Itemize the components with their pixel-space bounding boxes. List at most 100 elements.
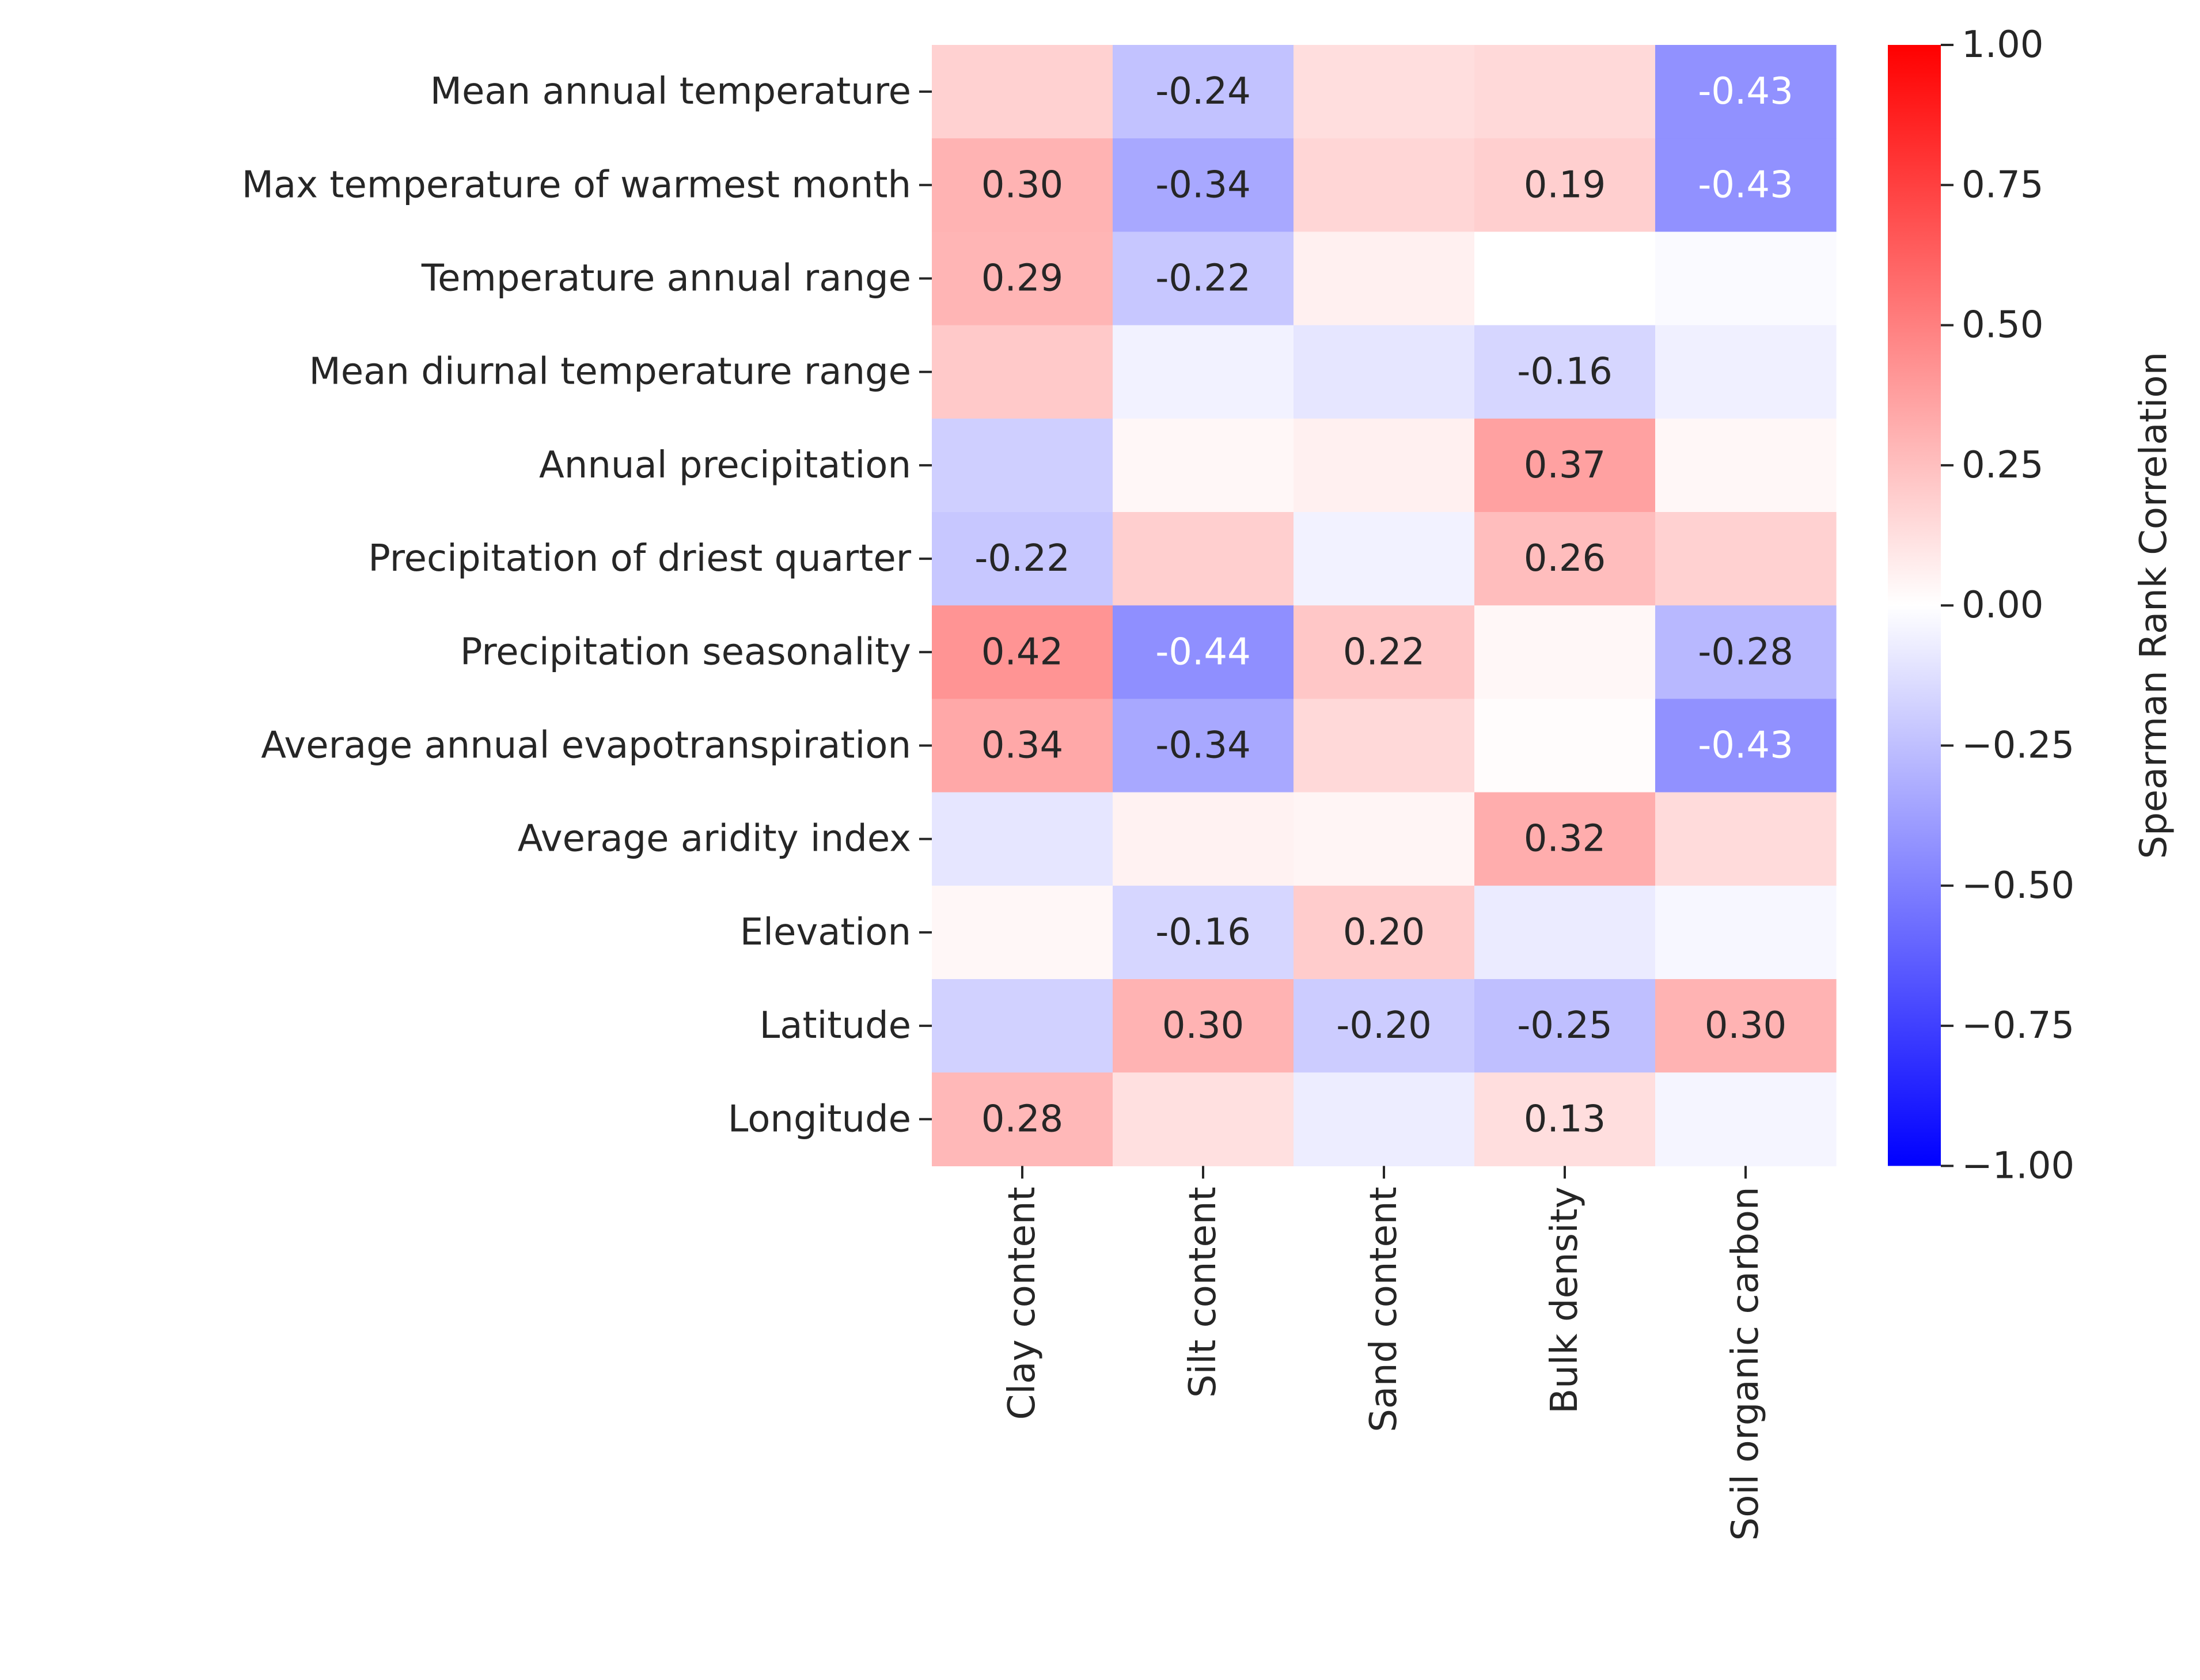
cell-annotation: -0.44 — [1155, 631, 1251, 673]
heatmap-cell — [932, 885, 1113, 980]
heatmap-cell — [1474, 792, 1656, 886]
heatmap-cell — [1294, 232, 1475, 326]
heatmap-cell — [1113, 792, 1294, 886]
cell-annotation: 0.19 — [1524, 164, 1606, 206]
heatmap-cell — [932, 45, 1113, 139]
row-label: Average aridity index — [518, 818, 911, 860]
cell-annotation: 0.37 — [1524, 444, 1606, 487]
heatmap-cells — [932, 45, 1837, 1166]
cell-annotation: -0.34 — [1155, 164, 1251, 206]
heatmap-cell — [1294, 885, 1475, 980]
cell-annotation: -0.22 — [974, 537, 1070, 580]
heatmap-cell — [1474, 45, 1656, 139]
heatmap-cell — [932, 979, 1113, 1073]
heatmap-cell — [1474, 325, 1656, 419]
heatmap-cell — [1655, 325, 1837, 419]
heatmap-cell — [932, 699, 1113, 793]
heatmap-cell — [1294, 1072, 1475, 1166]
heatmap-cell — [1294, 138, 1475, 232]
heatmap-cell — [1113, 605, 1294, 699]
cell-annotation: -0.22 — [1155, 257, 1251, 300]
heatmap-cell — [1294, 699, 1475, 793]
heatmap-cell — [1655, 1072, 1837, 1166]
heatmap-cell — [932, 512, 1113, 606]
heatmap-cell — [932, 792, 1113, 886]
heatmap-cell — [1655, 885, 1837, 980]
heatmap-cell — [1113, 138, 1294, 232]
cell-annotation: -0.16 — [1517, 351, 1613, 393]
heatmap-cell — [1474, 418, 1656, 513]
cell-annotation: -0.24 — [1155, 70, 1251, 113]
column-labels: Clay content Silt content Sand content Bulk… — [1001, 1166, 1767, 1541]
cell-annotation: -0.20 — [1336, 1004, 1432, 1047]
heatmap-cell — [1655, 605, 1837, 699]
heatmap-cell — [1113, 232, 1294, 326]
heatmap-cell — [932, 138, 1113, 232]
heatmap-cell — [1113, 325, 1294, 419]
row-label: Mean annual temperature — [430, 70, 911, 113]
heatmap-cell — [1113, 699, 1294, 793]
heatmap-cell — [1474, 979, 1656, 1073]
heatmap-cell — [1655, 979, 1837, 1073]
heatmap-cell — [1474, 512, 1656, 606]
heatmap-cell — [1474, 1072, 1656, 1166]
colorbar-tick-label: −0.50 — [1962, 864, 2074, 907]
row-label: Latitude — [760, 1004, 911, 1047]
column-label: Clay content — [1001, 1186, 1044, 1420]
heatmap-cell — [1113, 418, 1294, 513]
row-label: Annual precipitation — [539, 444, 911, 487]
row-label: Longitude — [728, 1098, 911, 1140]
colorbar-tick-label: −0.75 — [1962, 1004, 2074, 1047]
cell-annotation: -0.34 — [1155, 725, 1251, 767]
heatmap-cell — [1655, 792, 1837, 886]
heatmap-cell — [1655, 138, 1837, 232]
cell-annotation: 0.13 — [1524, 1098, 1606, 1140]
cell-annotation: 0.42 — [981, 631, 1064, 673]
colorbar-tick-label: 0.50 — [1962, 304, 2044, 347]
heatmap-cell — [1294, 512, 1475, 606]
colorbar-tick-label: 1.00 — [1962, 24, 2044, 66]
colorbar-tick-label: 0.25 — [1962, 444, 2044, 487]
heatmap-cell — [1294, 979, 1475, 1073]
cell-annotation: 0.22 — [1343, 631, 1425, 673]
heatmap-cell — [1474, 232, 1656, 326]
heatmap-cell — [1294, 45, 1475, 139]
heatmap-cell — [1113, 885, 1294, 980]
colorbar-ticks: 1.00 0.75 0.50 0.25 0.00 −0.25 −0.50 −0.75 −1.00 — [1941, 24, 2074, 1187]
cell-annotation: -0.28 — [1698, 631, 1793, 673]
heatmap-cell — [1113, 45, 1294, 139]
cell-annotation: 0.26 — [1524, 537, 1606, 580]
cell-annotation: 0.32 — [1524, 818, 1606, 860]
row-label: Average annual evapotranspiration — [261, 725, 911, 767]
heatmap-cell — [1113, 1072, 1294, 1166]
column-label: Bulk density — [1543, 1186, 1586, 1413]
row-label: Elevation — [740, 911, 911, 954]
cell-annotation: 0.30 — [981, 164, 1064, 206]
heatmap-cell — [1474, 605, 1656, 699]
heatmap-cell — [1294, 325, 1475, 419]
cell-annotation: 0.28 — [981, 1098, 1064, 1140]
heatmap-cell — [1655, 418, 1837, 513]
cell-annotation: 0.30 — [1162, 1004, 1245, 1047]
cell-annotation: -0.25 — [1517, 1004, 1613, 1047]
heatmap-cell — [1655, 512, 1837, 606]
row-label: Mean diurnal temperature range — [309, 351, 912, 393]
colorbar-tick-label: −0.25 — [1962, 725, 2074, 767]
heatmap-cell — [932, 232, 1113, 326]
cell-annotation: -0.43 — [1698, 70, 1793, 113]
colorbar-tick-label: 0.00 — [1962, 584, 2044, 627]
heatmap-cell — [932, 418, 1113, 513]
heatmap-cell — [1655, 699, 1837, 793]
colorbar-gradient — [1888, 45, 1941, 1166]
heatmap-cell — [1474, 138, 1656, 232]
cell-annotations: -0.24 -0.43 0.30 -0.34 0.19 -0.43 0.29 -0.22 -0.… — [974, 70, 1793, 1140]
row-label: Precipitation of driest quarter — [368, 537, 911, 580]
cell-annotation: -0.16 — [1155, 911, 1251, 954]
row-label: Max temperature of warmest month — [242, 164, 911, 206]
row-labels: Mean annual temperature Max temperature o… — [242, 70, 932, 1140]
colorbar-tick-label: −1.00 — [1962, 1144, 2074, 1187]
column-label: Sand content — [1363, 1186, 1405, 1432]
cell-annotation: -0.43 — [1698, 164, 1793, 206]
heatmap-cell — [932, 325, 1113, 419]
